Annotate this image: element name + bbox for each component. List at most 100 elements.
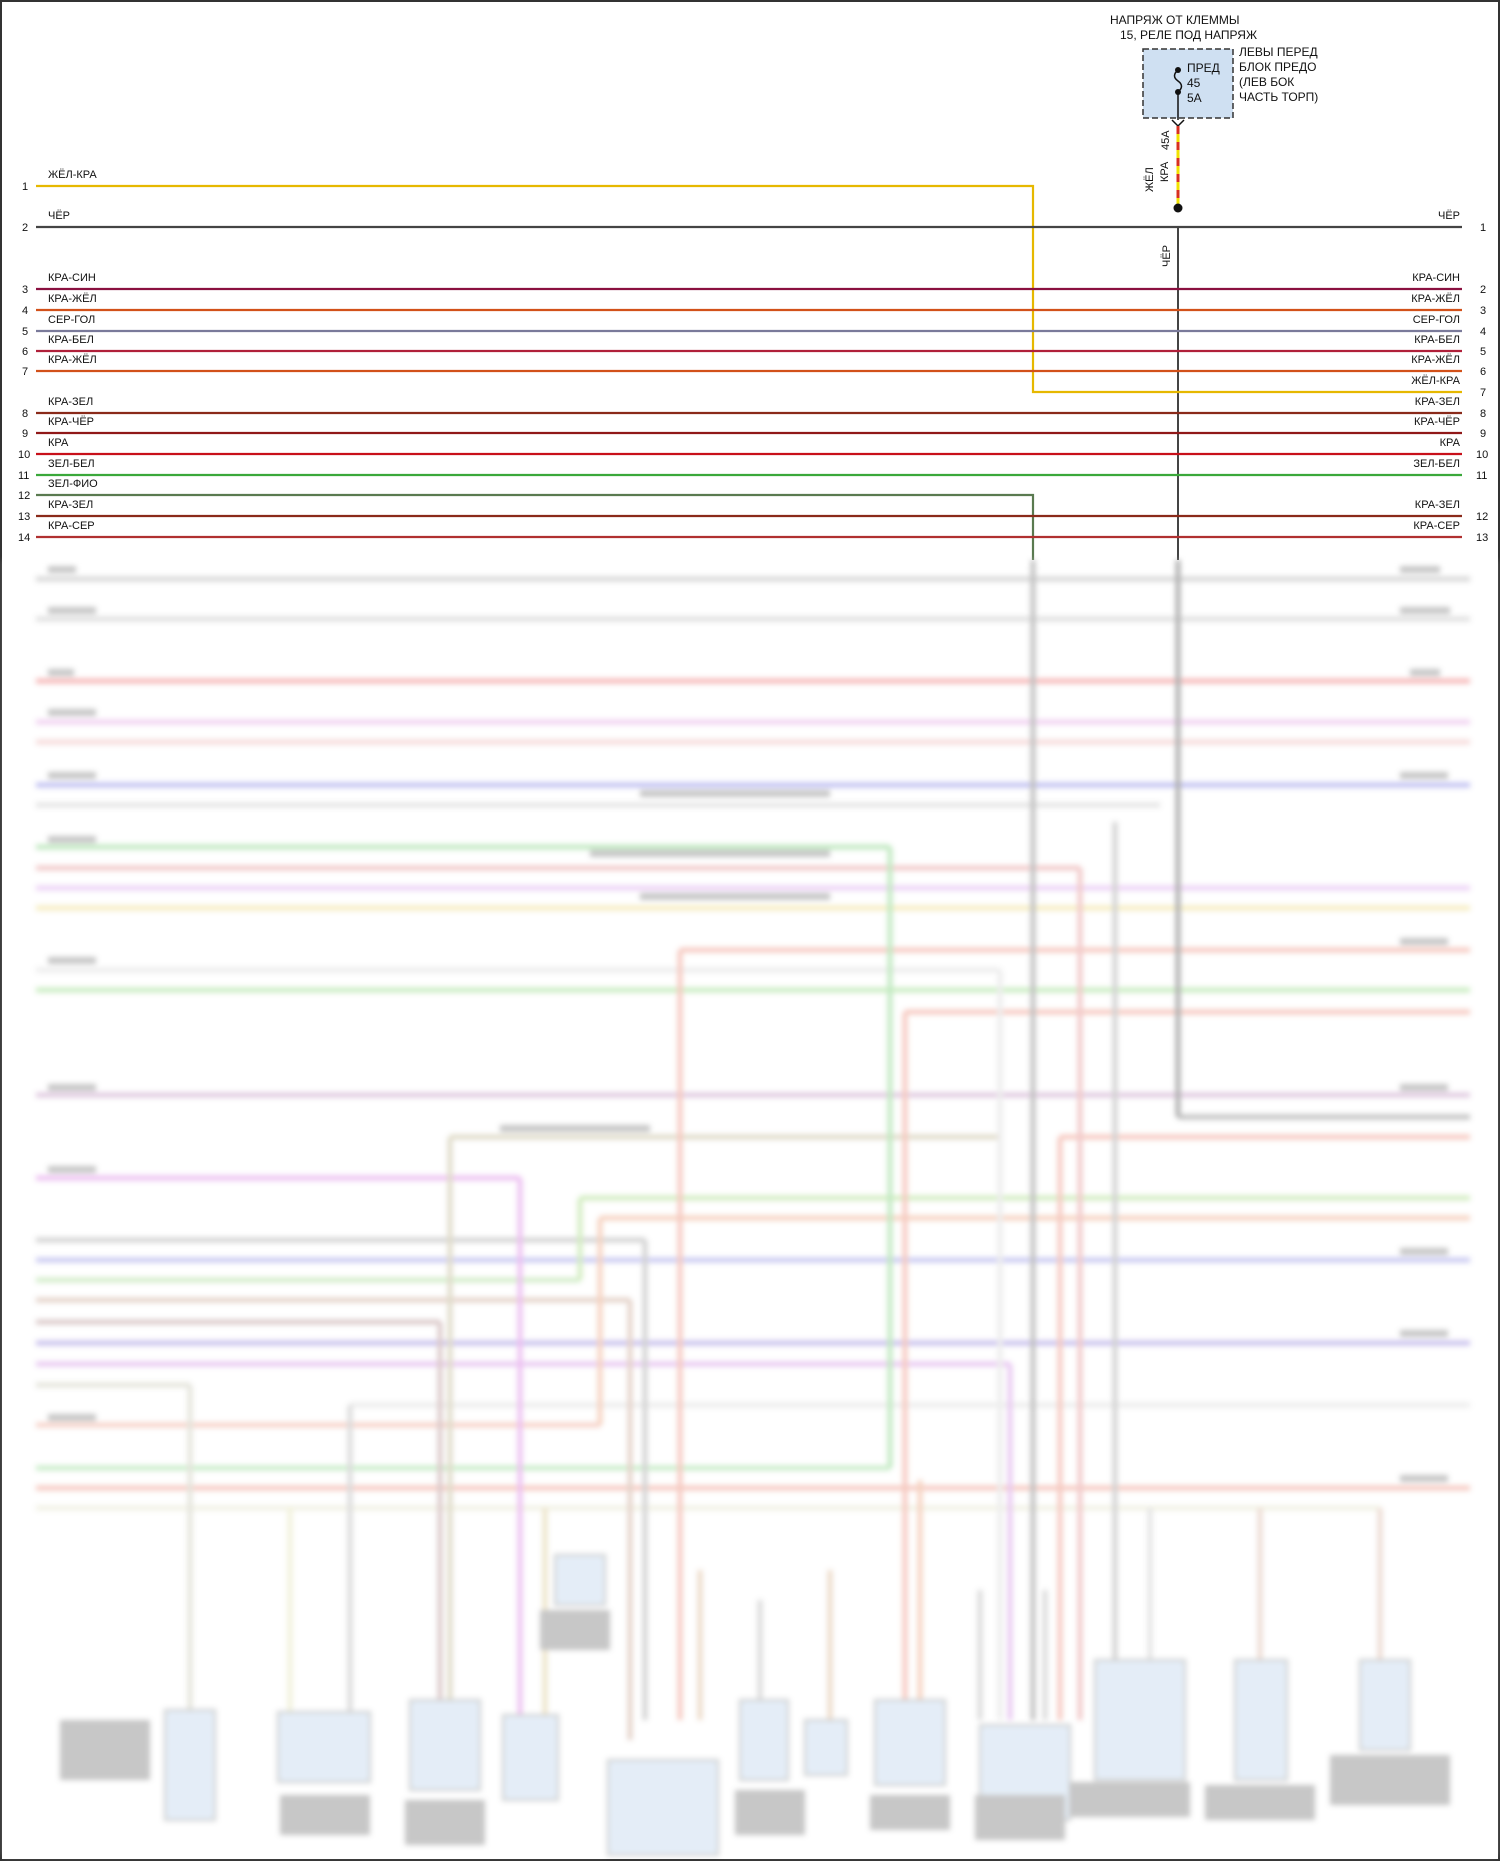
- right-pin-number: 13: [1476, 532, 1488, 544]
- left-pin-number: 13: [18, 511, 30, 523]
- left-pin-number: 11: [18, 470, 29, 482]
- blurred-background: [4, 560, 1496, 1856]
- blurred-component: [502, 1714, 559, 1801]
- blurred-text: [1400, 1084, 1448, 1091]
- left-pin-number: 5: [22, 326, 28, 338]
- right-pin-number: 3: [1480, 305, 1486, 317]
- blurred-text: [48, 709, 96, 716]
- right-pin-number: 7: [1480, 387, 1486, 399]
- right-wire-label: ЗЕЛ-БЕЛ: [1413, 458, 1460, 470]
- blurred-text: [48, 1084, 96, 1091]
- right-pin-number: 4: [1480, 326, 1486, 338]
- right-wire-label: КРА-ЖЁЛ: [1411, 354, 1460, 366]
- left-wire-label: ЖЁЛ-КРА: [48, 169, 97, 181]
- blurred-text: [500, 1125, 650, 1132]
- feed-wire-label-2: КРА: [1159, 161, 1171, 182]
- right-wire-label: КРА-ЗЕЛ: [1415, 396, 1460, 408]
- blurred-component: [1234, 1659, 1288, 1781]
- left-pin-number: 2: [22, 222, 28, 234]
- splice-node: [1173, 203, 1183, 213]
- right-pin-number: 10: [1476, 449, 1488, 461]
- blurred-text: [48, 1166, 96, 1173]
- right-pin-number: 2: [1480, 284, 1486, 296]
- fuse-box-outline: [1142, 48, 1234, 119]
- left-pin-number: 8: [22, 408, 28, 420]
- left-pin-number: 9: [22, 428, 28, 440]
- blurred-text: [48, 1414, 96, 1421]
- fuse-rating: 5A: [1187, 91, 1202, 105]
- fuse-title-line1: НАПРЯЖ ОТ КЛЕММЫ: [1110, 13, 1239, 27]
- blurred-text: [1400, 566, 1440, 573]
- left-pin-number: 14: [18, 532, 30, 544]
- fuse-label: ПРЕД: [1187, 61, 1220, 75]
- right-wire-label: ЖЁЛ-КРА: [1411, 375, 1460, 387]
- blurred-text: [1205, 1785, 1315, 1820]
- blurred-component: [409, 1699, 481, 1791]
- right-wire-label: КРА-ЧЁР: [1414, 416, 1460, 428]
- left-wire-label: КРА-ЧЁР: [48, 416, 94, 428]
- fuse-location-3: (ЛЕВ БОК: [1239, 75, 1294, 89]
- left-wire-label: КРА-ЖЁЛ: [48, 354, 97, 366]
- wire-harness-clear-section: НАПРЯЖ ОТ КЛЕММЫ 15, РЕЛЕ ПОД НАПРЯЖ ПРЕ…: [18, 13, 1488, 560]
- blurred-text: [1400, 1330, 1448, 1337]
- fuse-location-2: БЛОК ПРЕДО: [1239, 60, 1317, 74]
- right-pin-number: 11: [1476, 470, 1487, 482]
- right-wire-label: КРА-ЖЁЛ: [1411, 293, 1460, 305]
- blurred-component: [739, 1699, 789, 1781]
- right-pin-number: 1: [1480, 222, 1486, 234]
- blurred-text: [1400, 607, 1450, 614]
- left-pin-number: 10: [18, 449, 30, 461]
- blurred-text: [405, 1800, 485, 1845]
- left-wire-label: СЕР-ГОЛ: [48, 314, 95, 326]
- blurred-component: [277, 1711, 371, 1783]
- blurred-component: [804, 1719, 848, 1776]
- wire-harness-blurred-section: [4, 560, 1496, 1856]
- blurred-component: [1359, 1659, 1411, 1751]
- blurred-component: [164, 1709, 216, 1821]
- right-pin-number: 6: [1480, 366, 1486, 378]
- blurred-text: [48, 957, 96, 964]
- wire-green-violet-drop: [36, 493, 1035, 560]
- blurred-text: [975, 1795, 1065, 1840]
- right-wire-label: СЕР-ГОЛ: [1413, 314, 1460, 326]
- left-wire-label: КРА-БЕЛ: [48, 334, 94, 346]
- left-pin-number: 6: [22, 346, 28, 358]
- ground-wire-label: ЧЁР: [1161, 245, 1173, 267]
- blurred-text: [1400, 772, 1448, 779]
- blurred-text: [48, 772, 96, 779]
- fuse-box: НАПРЯЖ ОТ КЛЕММЫ 15, РЕЛЕ ПОД НАПРЯЖ ПРЕ…: [1110, 13, 1318, 150]
- left-pin-number: 7: [22, 366, 28, 378]
- blurred-text: [48, 836, 96, 843]
- blurred-text: [1400, 1475, 1448, 1482]
- feed-wire-label-1: ЖЁЛ: [1144, 167, 1156, 192]
- left-pin-number: 4: [22, 305, 28, 317]
- blurred-component: [554, 1554, 606, 1606]
- right-wire-label: ЧЁР: [1438, 210, 1460, 222]
- left-wire-label: ЗЕЛ-БЕЛ: [48, 458, 95, 470]
- blurred-text: [280, 1795, 370, 1835]
- left-pin-number: 3: [22, 284, 28, 296]
- left-wire-label: КРА-СИН: [48, 272, 96, 284]
- blurred-text: [48, 669, 74, 676]
- blurred-text: [540, 1610, 610, 1650]
- left-wire-label: КРА: [48, 437, 69, 449]
- left-wire-label: ЗЕЛ-ФИО: [48, 478, 98, 490]
- blurred-text: [1330, 1755, 1450, 1805]
- blurred-component: [1094, 1659, 1186, 1781]
- blurred-text: [1070, 1782, 1190, 1817]
- left-wire-label: КРА-ЗЕЛ: [48, 396, 93, 408]
- right-pin-number: 9: [1480, 428, 1486, 440]
- right-pin-number: 12: [1476, 511, 1488, 523]
- right-wire-label: КРА-СИН: [1412, 272, 1460, 284]
- left-wire-label: ЧЁР: [48, 210, 70, 222]
- left-pin-number: 1: [22, 181, 28, 193]
- right-pin-number: 8: [1480, 408, 1486, 420]
- blurred-component: [874, 1699, 946, 1786]
- left-wire-label: КРА-ЖЁЛ: [48, 293, 97, 305]
- blurred-text: [1410, 669, 1440, 676]
- blurred-text: [735, 1790, 805, 1835]
- blurred-text: [1400, 1248, 1448, 1255]
- blurred-text: [870, 1795, 950, 1830]
- right-wire-label-extra: КРА-БЕЛ: [1414, 334, 1460, 346]
